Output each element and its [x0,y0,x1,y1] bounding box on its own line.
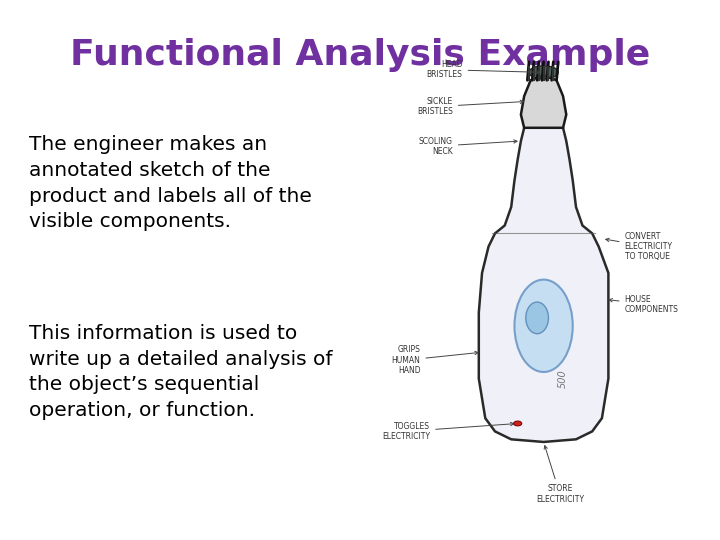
PathPatch shape [521,75,566,128]
Text: HOUSE
COMPONENTS: HOUSE COMPONENTS [609,295,678,314]
Text: CONVERT
ELECTRICITY
TO TORQUE: CONVERT ELECTRICITY TO TORQUE [606,232,672,261]
Text: 500: 500 [558,369,568,388]
Text: HEAD
BRISTLES: HEAD BRISTLES [427,60,540,79]
Ellipse shape [529,66,558,79]
Text: STORE
ELECTRICITY: STORE ELECTRICITY [536,446,584,504]
Text: The engineer makes an
annotated sketch of the
product and labels all of the
visi: The engineer makes an annotated sketch o… [29,135,312,231]
Ellipse shape [513,421,522,426]
Text: SCOLING
NECK: SCOLING NECK [419,137,517,156]
Text: Functional Analysis Example: Functional Analysis Example [70,38,650,72]
Text: TOGGLES
ELECTRICITY: TOGGLES ELECTRICITY [382,422,514,441]
Text: GRIPS
HUMAN
HAND: GRIPS HUMAN HAND [392,345,478,375]
Ellipse shape [515,280,573,372]
Ellipse shape [526,302,549,334]
Text: SICKLE
BRISTLES: SICKLE BRISTLES [417,97,523,117]
PathPatch shape [479,120,608,442]
Text: This information is used to
write up a detailed analysis of
the object’s sequent: This information is used to write up a d… [29,324,333,420]
